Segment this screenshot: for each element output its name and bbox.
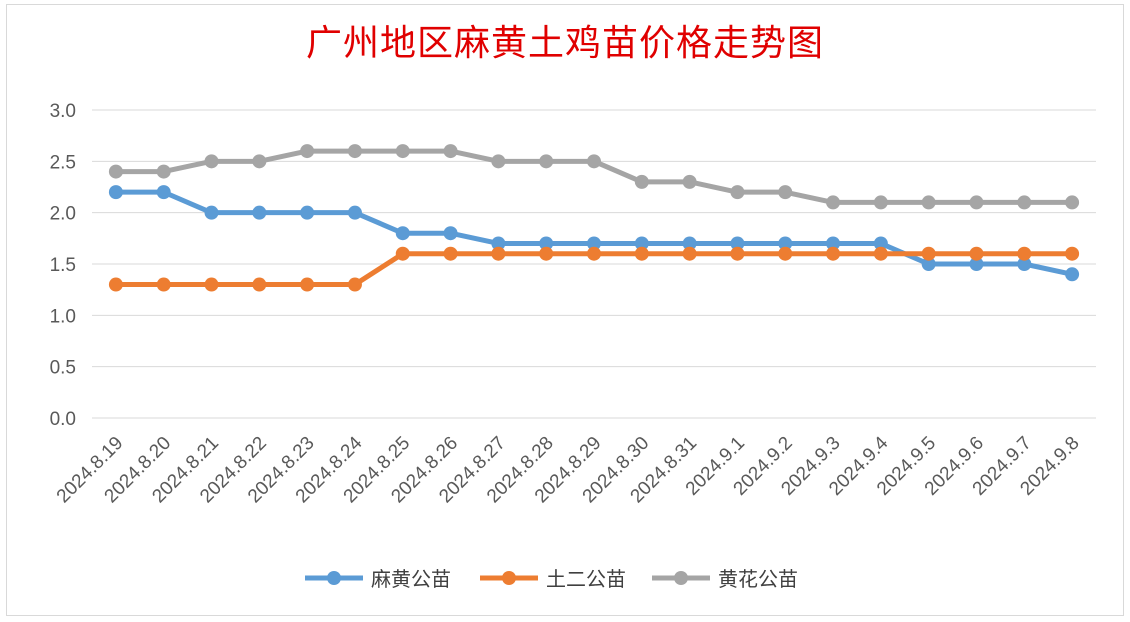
data-point	[587, 154, 601, 169]
legend-marker	[502, 571, 516, 585]
legend-item-1: 麻黄公苗	[305, 567, 451, 591]
data-point	[443, 226, 458, 241]
data-point	[252, 154, 267, 169]
data-point	[873, 246, 888, 261]
chart-frame	[6, 4, 1124, 616]
data-point	[300, 205, 315, 220]
data-point	[156, 277, 171, 292]
series-3	[108, 144, 1080, 210]
data-point	[204, 277, 219, 292]
data-point	[1065, 267, 1080, 282]
series-2	[108, 246, 1080, 292]
data-point	[1017, 246, 1032, 261]
data-point	[1017, 257, 1032, 271]
data-point	[252, 277, 267, 292]
y-tick-label: 3.0	[50, 101, 76, 122]
data-point	[873, 195, 888, 210]
legend-item-2: 土二公苗	[480, 567, 626, 591]
legend: 麻黄公苗 土二公苗 黄花公苗	[305, 567, 798, 591]
x-tick-labels: 2024.8.192024.8.202024.8.212024.8.222024…	[53, 432, 1084, 507]
data-point	[108, 277, 123, 292]
data-point	[730, 246, 745, 261]
data-point	[1065, 195, 1080, 210]
y-tick-label: 2.5	[50, 152, 76, 173]
data-point	[1017, 195, 1032, 210]
data-point	[443, 246, 458, 261]
data-point	[539, 236, 554, 251]
data-point	[491, 154, 506, 169]
data-point	[491, 246, 506, 261]
data-point	[491, 236, 506, 251]
data-point	[921, 246, 936, 261]
data-point	[730, 236, 745, 251]
data-point	[395, 226, 410, 241]
data-point	[300, 277, 315, 292]
data-point	[634, 174, 649, 189]
data-point	[969, 257, 984, 271]
data-point	[300, 144, 315, 159]
data-point	[587, 236, 601, 251]
data-point	[873, 236, 888, 251]
data-point	[156, 164, 171, 179]
legend-label: 土二公苗	[546, 567, 626, 591]
data-point	[204, 205, 219, 220]
data-point	[395, 246, 410, 261]
data-point	[395, 144, 410, 159]
data-point	[969, 195, 984, 210]
legend-marker	[674, 571, 688, 585]
data-point	[634, 246, 649, 261]
data-point	[826, 236, 841, 251]
data-point	[156, 185, 171, 200]
y-tick-label: 0.0	[50, 409, 76, 430]
legend-label: 麻黄公苗	[371, 567, 451, 591]
series-1	[108, 185, 1080, 282]
data-point	[347, 205, 362, 220]
data-point	[443, 144, 458, 159]
data-point	[778, 236, 793, 251]
legend-marker	[327, 571, 341, 585]
data-point	[347, 144, 362, 159]
data-point	[826, 246, 841, 261]
legend-item-3: 黄花公苗	[652, 567, 798, 591]
data-point	[347, 277, 362, 292]
y-tick-labels: 0.0 0.5 1.0 1.5 2.0 2.5 3.0	[50, 101, 76, 430]
data-point	[108, 164, 123, 179]
data-point	[921, 195, 936, 210]
y-tick-label: 0.5	[50, 358, 76, 379]
data-point	[682, 246, 697, 261]
data-point	[539, 154, 554, 169]
data-point	[826, 195, 841, 210]
data-point	[682, 174, 697, 189]
data-point	[682, 236, 697, 251]
y-tick-label: 1.5	[50, 255, 76, 276]
data-point	[634, 236, 649, 251]
series-layer	[108, 144, 1080, 292]
y-tick-label: 1.0	[50, 306, 76, 327]
data-point	[778, 185, 793, 200]
data-point	[539, 246, 554, 261]
data-point	[1065, 246, 1080, 261]
chart-title: 广州地区麻黄土鸡苗价格走势图	[305, 23, 824, 64]
data-point	[252, 205, 267, 220]
legend-label: 黄花公苗	[718, 567, 798, 591]
data-point	[108, 185, 123, 200]
y-tick-label: 2.0	[50, 204, 76, 225]
data-point	[921, 257, 936, 271]
data-point	[969, 246, 984, 261]
data-point	[778, 246, 793, 261]
data-point	[204, 154, 219, 169]
data-point	[730, 185, 745, 200]
data-point	[587, 246, 601, 261]
